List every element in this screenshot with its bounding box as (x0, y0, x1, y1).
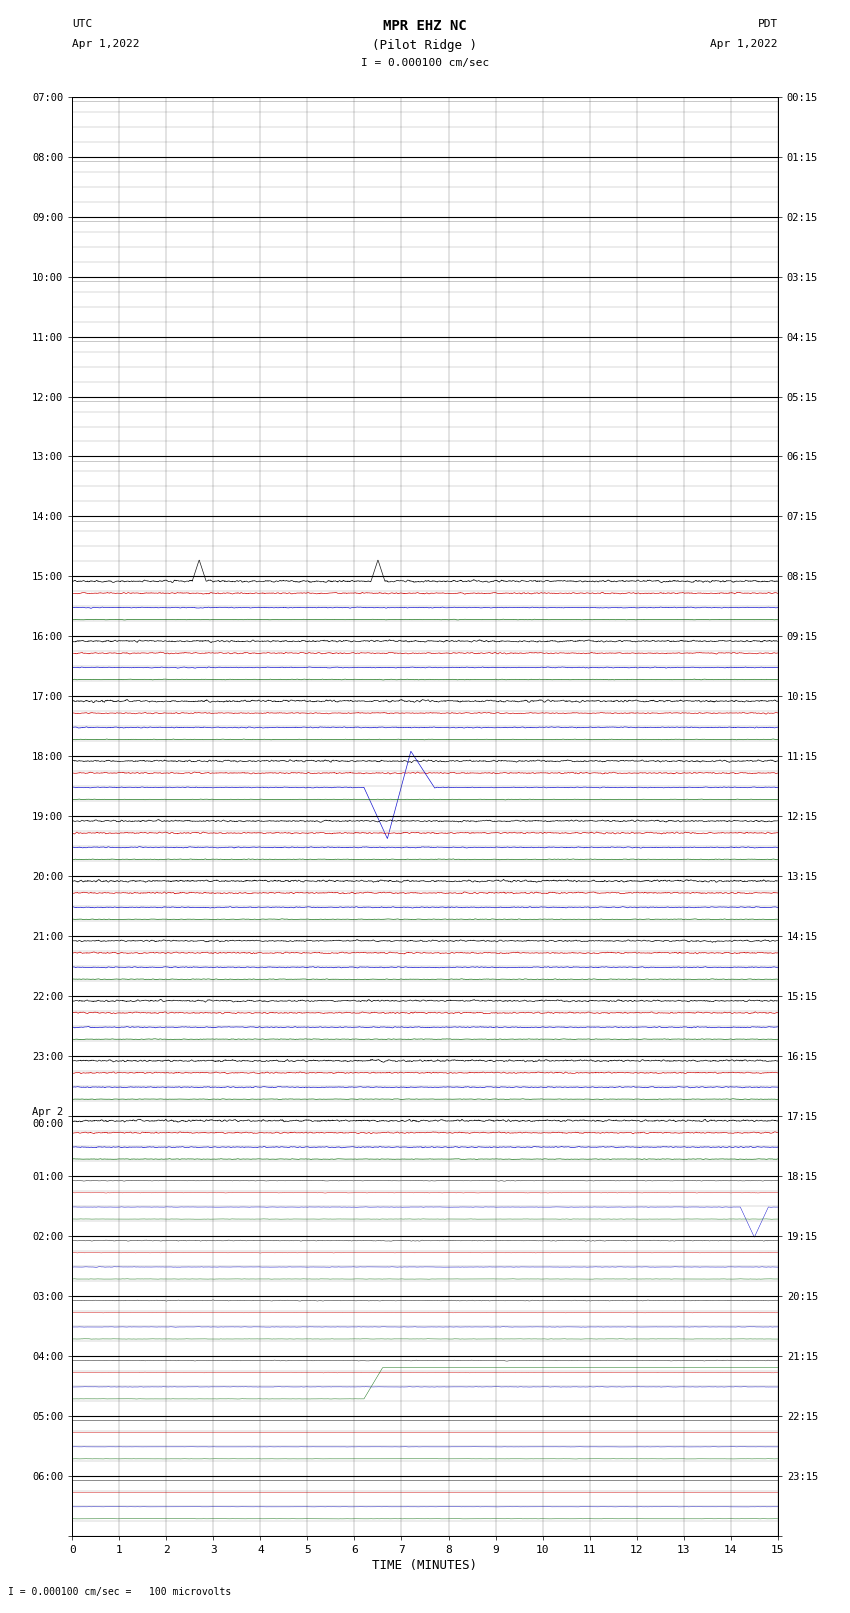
Text: I = 0.000100 cm/sec: I = 0.000100 cm/sec (361, 58, 489, 68)
Text: UTC: UTC (72, 19, 93, 29)
Text: Apr 1,2022: Apr 1,2022 (72, 39, 139, 48)
Text: I = 0.000100 cm/sec =   100 microvolts: I = 0.000100 cm/sec = 100 microvolts (8, 1587, 232, 1597)
Text: PDT: PDT (757, 19, 778, 29)
Text: MPR EHZ NC: MPR EHZ NC (383, 19, 467, 34)
X-axis label: TIME (MINUTES): TIME (MINUTES) (372, 1558, 478, 1571)
Text: Apr 1,2022: Apr 1,2022 (711, 39, 778, 48)
Text: (Pilot Ridge ): (Pilot Ridge ) (372, 39, 478, 52)
